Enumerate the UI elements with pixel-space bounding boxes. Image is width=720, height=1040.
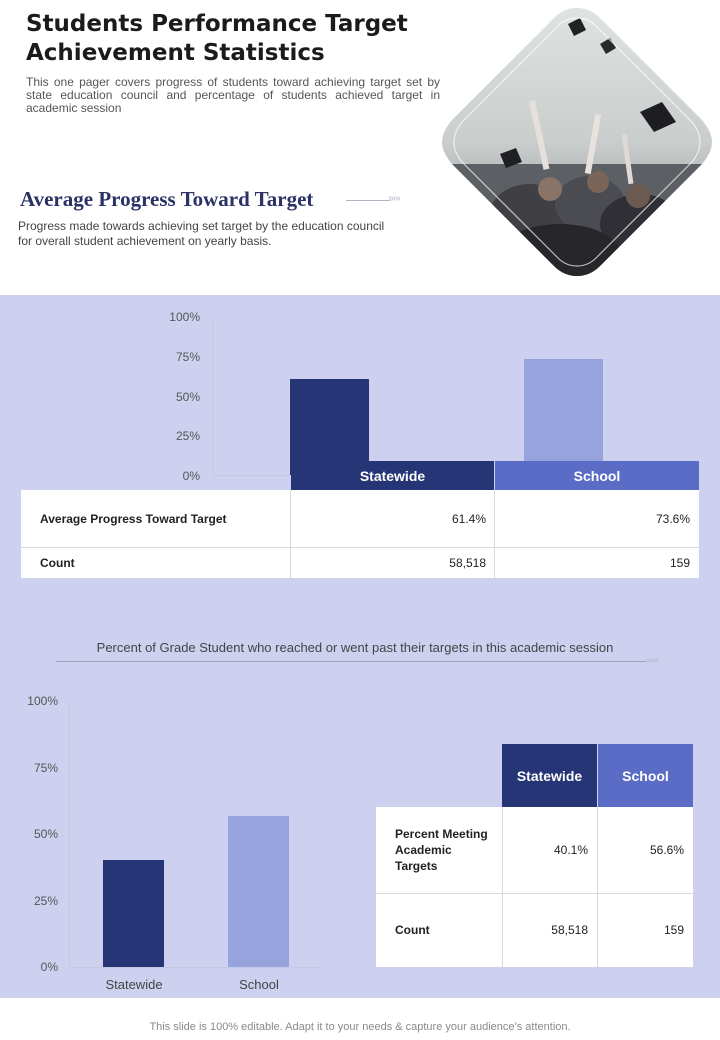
page-title: Students Performance Target Achievement … <box>26 11 408 66</box>
divider <box>502 807 503 967</box>
table1-row-label: Average Progress Toward Target <box>40 511 227 526</box>
x-tick-label: School <box>239 977 279 992</box>
table1-row-label: Count <box>40 555 75 570</box>
divider <box>346 200 390 201</box>
y-tick-label: 50% <box>175 390 200 404</box>
y-tick-label: 100% <box>27 694 58 708</box>
footer-note: This slide is 100% editable. Adapt it to… <box>149 1021 571 1033</box>
divider <box>56 661 646 662</box>
section-description: Progress made towards achieving set targ… <box>18 219 385 248</box>
y-axis <box>69 701 70 968</box>
intro-text: This one pager covers progress of studen… <box>26 75 440 115</box>
table2-row-label: Percent Meeting Academic Targets <box>395 827 488 873</box>
divider <box>494 490 495 578</box>
graduation-photo <box>440 4 714 280</box>
table1-cell-school: 159 <box>669 555 690 570</box>
divider <box>290 490 291 578</box>
divider <box>376 893 693 894</box>
table1-header-statewide: Statewide <box>291 461 494 490</box>
y-tick-label: 75% <box>175 350 200 364</box>
y-tick-label: 25% <box>33 894 58 908</box>
table1-header-school: School <box>495 461 699 490</box>
divider <box>597 807 598 967</box>
table2-cell-statewide: 58,518 <box>551 923 588 937</box>
x-axis <box>69 967 320 968</box>
table2-cell-school: 56.6% <box>649 843 684 857</box>
y-tick-label: 50% <box>33 827 58 841</box>
table2: Percent Meeting Academic Targets 40.1% 5… <box>376 807 693 967</box>
table2-row-label: Count <box>395 923 430 937</box>
chart2-title: Percent of Grade Student who reached or … <box>96 640 614 655</box>
table2-cell-school: 159 <box>663 923 684 937</box>
y-tick-label: 0% <box>182 469 200 483</box>
chevrons-icon: ››››› <box>388 193 401 204</box>
y-axis <box>212 318 213 476</box>
divider <box>21 547 699 548</box>
chart1-bar-statewide <box>290 378 369 475</box>
table1: Average Progress Toward Target 61.4% 73.… <box>21 490 699 578</box>
table1-cell-statewide: 61.4% <box>451 511 486 526</box>
chart1-bar-school <box>524 359 603 475</box>
y-tick-label: 100% <box>169 310 200 324</box>
x-axis <box>212 475 292 476</box>
y-tick-label: 0% <box>40 960 58 974</box>
y-tick-label: 25% <box>175 429 200 443</box>
table1-cell-school: 73.6% <box>655 511 690 526</box>
chart2-bar-statewide <box>103 860 164 967</box>
y-tick-label: 75% <box>33 761 58 775</box>
chevrons-icon: ››››› <box>646 655 659 666</box>
x-tick-label: Statewide <box>105 977 163 992</box>
chart2-bar-school <box>228 816 289 967</box>
table2-cell-statewide: 40.1% <box>553 843 588 857</box>
section-title: Average Progress Toward Target <box>20 187 314 211</box>
table2-header-school: School <box>598 744 693 807</box>
table1-cell-statewide: 58,518 <box>449 555 486 570</box>
table2-header-statewide: Statewide <box>502 744 597 807</box>
